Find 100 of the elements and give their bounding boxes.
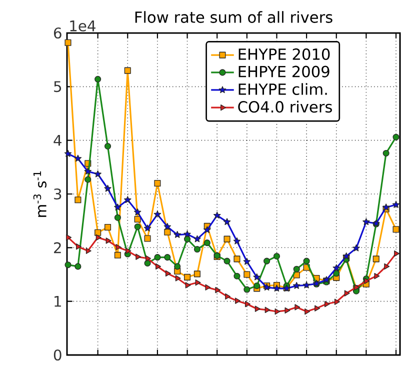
point — [284, 307, 290, 314]
point — [106, 238, 112, 244]
point — [164, 228, 171, 236]
point — [235, 298, 241, 304]
y-tick-label: 3 — [54, 188, 62, 200]
point — [374, 272, 380, 280]
point — [175, 275, 181, 282]
point — [392, 226, 400, 233]
point — [144, 224, 152, 232]
y-axis-title: m$^{-3}$ s$^{-1}$ — [33, 171, 46, 217]
point — [74, 196, 82, 204]
legend-label: CO4.0 rivers — [238, 100, 332, 113]
point — [64, 39, 72, 46]
y-tick-label: 2 — [54, 242, 61, 254]
point — [204, 240, 210, 246]
point — [384, 263, 390, 270]
point — [342, 252, 350, 260]
point — [333, 270, 340, 277]
point — [94, 229, 102, 236]
point — [234, 256, 240, 262]
point — [253, 273, 260, 280]
point — [104, 184, 112, 192]
point — [302, 281, 310, 288]
point — [332, 264, 340, 272]
point — [184, 230, 191, 238]
point — [134, 223, 141, 230]
point — [194, 270, 200, 278]
point — [294, 304, 300, 310]
point — [76, 243, 82, 250]
y-tick-label: 4 — [54, 134, 62, 146]
point — [154, 180, 161, 187]
point — [74, 154, 82, 162]
point — [264, 306, 270, 314]
point — [84, 168, 92, 175]
point — [215, 286, 221, 294]
y-tick-label: 1 — [54, 296, 61, 307]
point — [205, 284, 211, 290]
point — [213, 212, 221, 219]
y-tick-label: 5 — [54, 81, 62, 92]
point — [154, 210, 162, 218]
point — [104, 224, 112, 231]
point — [154, 254, 161, 261]
point — [144, 260, 151, 266]
point — [174, 230, 181, 238]
point — [394, 250, 400, 257]
point — [233, 237, 241, 244]
point — [136, 254, 142, 260]
point — [64, 262, 72, 268]
point — [64, 150, 72, 157]
point — [293, 266, 300, 272]
point — [344, 290, 350, 296]
point — [116, 244, 122, 250]
point — [254, 282, 260, 290]
point — [392, 134, 400, 140]
point — [382, 150, 390, 156]
point — [244, 286, 250, 293]
point — [194, 246, 200, 253]
point — [292, 282, 300, 289]
point — [84, 176, 92, 183]
point — [372, 256, 380, 262]
point — [134, 216, 141, 222]
legend-label: EHPYE 2009 — [238, 66, 330, 78]
point — [334, 298, 340, 305]
point — [94, 170, 102, 178]
point — [224, 236, 230, 242]
legend-label: EHYPE clim. — [238, 83, 327, 95]
point — [86, 248, 92, 254]
point — [234, 272, 240, 280]
point — [156, 263, 161, 270]
point — [104, 142, 112, 150]
point — [124, 67, 131, 74]
point — [165, 270, 171, 277]
point — [254, 306, 260, 312]
point — [134, 208, 142, 216]
point — [114, 252, 121, 258]
point — [224, 258, 230, 264]
point — [274, 308, 280, 315]
point — [114, 214, 121, 221]
point — [352, 244, 360, 252]
point — [94, 76, 102, 82]
point — [195, 279, 201, 286]
point — [243, 258, 251, 265]
point — [264, 258, 270, 264]
point — [126, 248, 132, 254]
point — [185, 282, 191, 288]
point — [314, 305, 320, 312]
point — [164, 254, 171, 261]
point — [184, 274, 191, 280]
point — [124, 196, 132, 204]
text: 1e4 — [70, 20, 96, 32]
point — [74, 263, 82, 270]
point — [223, 218, 231, 226]
point — [144, 235, 151, 242]
point — [362, 218, 370, 226]
point — [174, 263, 181, 270]
point — [303, 258, 310, 264]
point — [244, 271, 250, 278]
y-tick-label: 6 — [54, 27, 62, 39]
point — [164, 222, 172, 230]
point — [392, 200, 400, 208]
